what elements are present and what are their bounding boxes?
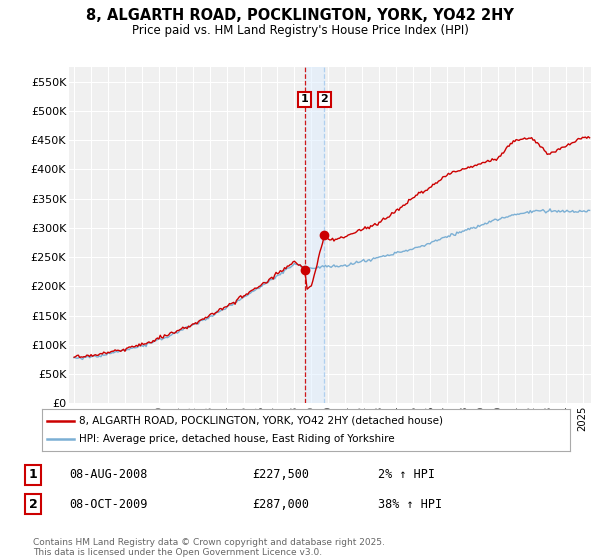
Text: 8, ALGARTH ROAD, POCKLINGTON, YORK, YO42 2HY: 8, ALGARTH ROAD, POCKLINGTON, YORK, YO42…: [86, 8, 514, 24]
Text: Price paid vs. HM Land Registry's House Price Index (HPI): Price paid vs. HM Land Registry's House …: [131, 24, 469, 36]
Text: 08-AUG-2008: 08-AUG-2008: [69, 468, 148, 482]
Text: 2% ↑ HPI: 2% ↑ HPI: [378, 468, 435, 482]
Text: 8, ALGARTH ROAD, POCKLINGTON, YORK, YO42 2HY (detached house): 8, ALGARTH ROAD, POCKLINGTON, YORK, YO42…: [79, 416, 443, 426]
Text: 1: 1: [29, 468, 37, 482]
Text: Contains HM Land Registry data © Crown copyright and database right 2025.
This d: Contains HM Land Registry data © Crown c…: [33, 538, 385, 557]
Text: 2: 2: [320, 94, 328, 104]
Text: 1: 1: [301, 94, 308, 104]
Text: HPI: Average price, detached house, East Riding of Yorkshire: HPI: Average price, detached house, East…: [79, 434, 395, 444]
Text: 2: 2: [29, 497, 37, 511]
Bar: [305, 67, 325, 403]
Text: £227,500: £227,500: [252, 468, 309, 482]
Text: 38% ↑ HPI: 38% ↑ HPI: [378, 497, 442, 511]
Text: 08-OCT-2009: 08-OCT-2009: [69, 497, 148, 511]
Text: £287,000: £287,000: [252, 497, 309, 511]
